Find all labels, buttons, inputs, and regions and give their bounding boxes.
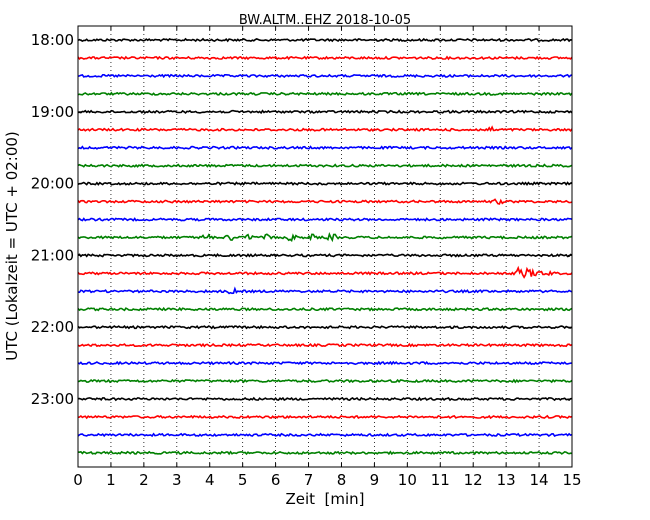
trace-2230 [77, 360, 573, 366]
trace-1830 [77, 73, 573, 79]
y-axis-label: UTC (Lokalzeit = UTC + 02:00) [3, 131, 21, 361]
y-tick-label: 19:00 [31, 103, 74, 121]
trace-1945 [77, 163, 573, 168]
x-tick-label: 0 [73, 471, 83, 489]
trace-1915 [77, 125, 573, 133]
y-tick-label: 20:00 [31, 175, 74, 193]
trace-2215 [77, 342, 573, 348]
trace-2045 [77, 232, 573, 243]
x-tick-label: 4 [205, 471, 215, 489]
x-tick-label: 6 [271, 471, 281, 489]
trace-2345 [77, 450, 573, 456]
plot-frame [77, 25, 573, 468]
trace-2015 [77, 198, 573, 205]
y-tick-label: 18:00 [31, 31, 74, 49]
y-axis-ticks: 18:00 19:00 20:00 21:00 22:00 23:00 [31, 31, 572, 408]
trace-2300 [78, 396, 573, 402]
trace-2000 [77, 181, 573, 187]
y-tick-label: 22:00 [31, 318, 74, 336]
x-tick-label: 12 [464, 471, 483, 489]
trace-2200 [77, 324, 573, 330]
y-tick-label: 23:00 [31, 390, 74, 408]
x-tick-label: 2 [139, 471, 149, 489]
trace-2115 [77, 265, 573, 279]
trace-2245 [77, 378, 573, 384]
trace-2145 [77, 306, 573, 312]
x-tick-label: 10 [398, 471, 417, 489]
x-tick-label: 1 [106, 471, 116, 489]
x-axis-label: Zeit [min] [285, 490, 364, 508]
x-axis-ticks: 0 1 2 3 4 5 6 7 8 9 10 11 12 13 14 15 [73, 26, 582, 489]
trace-1800 [77, 37, 573, 43]
chart-title: BW.ALTM..EHZ 2018-10-05 [239, 13, 411, 28]
x-tick-label: 13 [497, 471, 516, 489]
x-tick-label: 14 [530, 471, 549, 489]
x-tick-label: 3 [172, 471, 182, 489]
trace-2130 [77, 286, 573, 295]
grid-lines [110, 26, 540, 467]
y-tick-label: 21:00 [31, 246, 74, 264]
trace-1900 [77, 109, 573, 115]
x-tick-label: 7 [304, 471, 314, 489]
trace-2030 [77, 217, 573, 222]
seismic-traces [77, 37, 573, 456]
trace-2330 [77, 432, 573, 438]
trace-1930 [77, 145, 573, 151]
x-tick-label: 8 [337, 471, 347, 489]
x-tick-label: 11 [431, 471, 450, 489]
trace-2315 [77, 414, 573, 420]
trace-2100 [77, 253, 573, 258]
x-tick-label: 15 [562, 471, 581, 489]
x-tick-label: 5 [238, 471, 248, 489]
trace-1815 [77, 55, 573, 61]
trace-1845 [77, 91, 573, 97]
x-tick-label: 9 [370, 471, 380, 489]
